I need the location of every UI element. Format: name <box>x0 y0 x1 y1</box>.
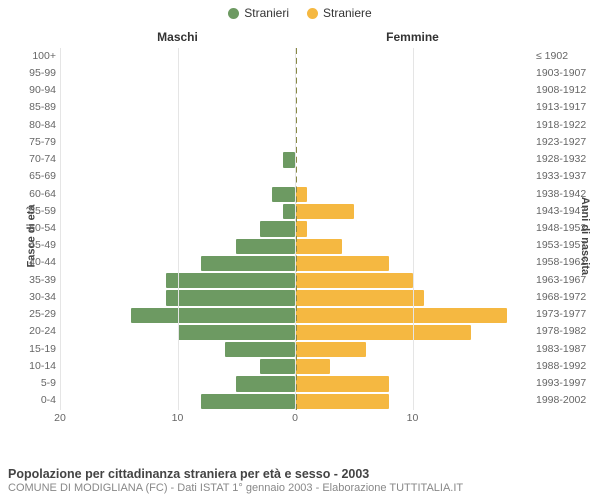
bar-male <box>201 394 295 409</box>
age-label: 5-9 <box>4 377 56 389</box>
age-label: 40-44 <box>4 256 56 268</box>
bar-male <box>131 308 296 323</box>
bar-male <box>283 204 295 219</box>
column-headers: Maschi Femmine <box>60 30 530 48</box>
bar-male <box>225 342 296 357</box>
bar-female <box>295 359 330 374</box>
year-label: 1983-1987 <box>536 343 596 355</box>
grid-line <box>178 48 179 410</box>
age-label: 15-19 <box>4 343 56 355</box>
age-label: 55-59 <box>4 205 56 217</box>
year-label: 1948-1952 <box>536 222 596 234</box>
x-axis-ticks: 2010010 <box>60 410 530 426</box>
header-female: Femmine <box>295 30 530 48</box>
year-label: 1923-1927 <box>536 136 596 148</box>
year-label: 1903-1907 <box>536 67 596 79</box>
bar-female <box>295 273 413 288</box>
age-label: 30-34 <box>4 291 56 303</box>
grid-line <box>295 48 296 410</box>
year-label: 1933-1937 <box>536 170 596 182</box>
year-label: 1968-1972 <box>536 291 596 303</box>
age-label: 10-14 <box>4 360 56 372</box>
plot <box>60 48 530 410</box>
legend-item-female: Straniere <box>307 6 372 20</box>
year-label: 1953-1957 <box>536 239 596 251</box>
age-label: 65-69 <box>4 170 56 182</box>
bar-male <box>283 152 295 167</box>
bar-male <box>201 256 295 271</box>
x-tick-label: 0 <box>292 412 298 424</box>
age-label: 85-89 <box>4 101 56 113</box>
age-label: 75-79 <box>4 136 56 148</box>
bar-female <box>295 376 389 391</box>
age-label: 20-24 <box>4 325 56 337</box>
bar-female <box>295 394 389 409</box>
grid-line <box>413 48 414 410</box>
bar-male <box>166 273 295 288</box>
legend-label-female: Straniere <box>323 6 372 20</box>
age-label: 80-84 <box>4 119 56 131</box>
x-tick-label: 10 <box>172 412 184 424</box>
age-label: 95-99 <box>4 67 56 79</box>
year-label: 1978-1982 <box>536 325 596 337</box>
legend-label-male: Stranieri <box>244 6 289 20</box>
year-label: 1943-1947 <box>536 205 596 217</box>
age-label: 45-49 <box>4 239 56 251</box>
chart-area: Maschi Femmine 2010010 <box>60 30 530 440</box>
x-tick-label: 10 <box>407 412 419 424</box>
age-label: 100+ <box>4 50 56 62</box>
grid-line <box>60 48 61 410</box>
bar-female <box>295 342 366 357</box>
age-label: 70-74 <box>4 153 56 165</box>
bar-male <box>178 325 296 340</box>
bar-female <box>295 239 342 254</box>
legend-swatch-male <box>228 8 239 19</box>
bar-female <box>295 325 471 340</box>
year-label: 1928-1932 <box>536 153 596 165</box>
age-label: 90-94 <box>4 84 56 96</box>
x-tick-label: 20 <box>54 412 66 424</box>
bar-male <box>272 187 296 202</box>
caption-title: Popolazione per cittadinanza straniera p… <box>8 467 592 481</box>
legend: Stranieri Straniere <box>0 0 600 20</box>
bar-female <box>295 308 507 323</box>
bar-female <box>295 256 389 271</box>
year-label: 1913-1917 <box>536 101 596 113</box>
year-label: 1993-1997 <box>536 377 596 389</box>
bar-male <box>236 239 295 254</box>
bar-female <box>295 204 354 219</box>
year-label: 1938-1942 <box>536 188 596 200</box>
year-label: 1988-1992 <box>536 360 596 372</box>
bar-male <box>260 221 295 236</box>
bar-male <box>236 376 295 391</box>
year-label: 1998-2002 <box>536 394 596 406</box>
header-male: Maschi <box>60 30 295 48</box>
year-label: 1918-1922 <box>536 119 596 131</box>
year-label: 1908-1912 <box>536 84 596 96</box>
age-label: 60-64 <box>4 188 56 200</box>
caption-sub: COMUNE DI MODIGLIANA (FC) - Dati ISTAT 1… <box>8 482 592 494</box>
bar-male <box>166 290 295 305</box>
legend-swatch-female <box>307 8 318 19</box>
legend-item-male: Stranieri <box>228 6 289 20</box>
year-label: 1958-1962 <box>536 256 596 268</box>
year-label: ≤ 1902 <box>536 50 596 62</box>
age-label: 25-29 <box>4 308 56 320</box>
bar-male <box>260 359 295 374</box>
year-label: 1963-1967 <box>536 274 596 286</box>
age-label: 50-54 <box>4 222 56 234</box>
caption: Popolazione per cittadinanza straniera p… <box>8 467 592 494</box>
age-label: 0-4 <box>4 394 56 406</box>
bar-female <box>295 290 424 305</box>
year-label: 1973-1977 <box>536 308 596 320</box>
age-label: 35-39 <box>4 274 56 286</box>
